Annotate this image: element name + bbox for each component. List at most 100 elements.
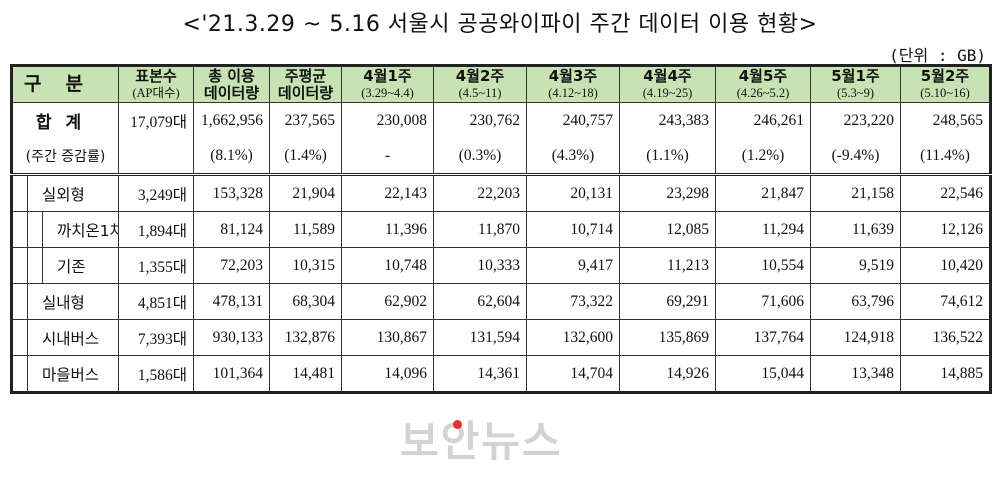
table-row: 시내버스 7,393대 930,133 132,876 130,867 131,594 13… (11, 319, 991, 356)
watermark-dot-icon (453, 420, 462, 429)
table-cell: 10,554 (715, 247, 811, 284)
header-week-apr1: 4월1주 (3.29~4.4) (341, 65, 434, 103)
header-gubun: 구분 (11, 65, 119, 103)
header-total-usage: 총 이용 데이터량 (193, 65, 270, 103)
table-cell: 13,348 (810, 355, 901, 393)
table-cell: 7,393대 (118, 319, 194, 356)
table-cell: - (341, 138, 434, 176)
table-cell: 10,714 (526, 211, 620, 248)
table-cell: 62,902 (341, 283, 434, 320)
table-cell: 11,639 (810, 211, 901, 248)
table-header-row: 구분 표본수 (AP대수) 총 이용 데이터량 주평균 데이터량 4월1주 (3.29~… (11, 65, 991, 103)
table-cell: (1.2%) (715, 138, 811, 176)
table-cell: 11,294 (715, 211, 811, 248)
table-cell: 130,867 (341, 319, 434, 356)
header-week-apr5: 4월5주 (4.26~5.2) (715, 65, 811, 103)
table-cell: 81,124 (193, 211, 270, 248)
table-cell: 23,298 (619, 174, 716, 212)
table-cell: 22,546 (900, 174, 991, 212)
table-cell: 230,008 (341, 102, 434, 138)
table-cell: 11,396 (341, 211, 434, 248)
table-cell: 22,203 (433, 174, 527, 212)
table-cell: 71,606 (715, 283, 811, 320)
header-week-may1: 5월1주 (5.3~9) (810, 65, 901, 103)
unit-label: (단위 : GB) (889, 46, 986, 65)
table-cell: 132,876 (269, 319, 342, 356)
table-cell: 3,249대 (118, 174, 194, 212)
table-cell: 73,322 (526, 283, 620, 320)
table-cell: 10,315 (269, 247, 342, 284)
change-label: (주간 증감률) (11, 138, 119, 176)
table-cell: 1,662,956 (193, 102, 270, 138)
table-cell: 74,612 (900, 283, 991, 320)
table-cell: 223,220 (810, 102, 901, 138)
table-row: 마을버스 1,586대 101,364 14,481 14,096 14,361 14,70… (11, 355, 991, 393)
table-row: 실외형 3,249대 153,328 21,904 22,143 22,203 20,131… (11, 174, 991, 212)
table-cell: 14,926 (619, 355, 716, 393)
table-cell: (1.4%) (269, 138, 342, 176)
table-cell: 14,481 (269, 355, 342, 393)
table-cell: (8.1%) (193, 138, 270, 176)
header-week-may2: 5월2주 (5.10~16) (900, 65, 991, 103)
table-cell: 14,885 (900, 355, 991, 393)
table-cell: 68,304 (269, 283, 342, 320)
total-label: 합계 (11, 102, 119, 138)
table-cell: 21,847 (715, 174, 811, 212)
header-weekly-avg: 주평균 데이터량 (269, 65, 342, 103)
table-cell: 132,600 (526, 319, 620, 356)
row-label: 시내버스 (11, 319, 119, 356)
header-sample: 표본수 (AP대수) (118, 65, 194, 103)
table-cell: 12,126 (900, 211, 991, 248)
data-usage-table: 구분 표본수 (AP대수) 총 이용 데이터량 주평균 데이터량 4월1주 (3.29~… (10, 64, 992, 394)
table-cell: 11,589 (269, 211, 342, 248)
table-cell: 72,203 (193, 247, 270, 284)
table-cell: 10,333 (433, 247, 527, 284)
total-row: 합계 17,079대 1,662,956 237,565 230,008 230… (11, 102, 991, 138)
row-label: 실내형 (11, 283, 119, 320)
table-cell: 62,604 (433, 283, 527, 320)
table-cell: 9,417 (526, 247, 620, 284)
watermark-logo: 보안뉴스 (400, 417, 563, 466)
table-cell: 11,213 (619, 247, 716, 284)
table-cell: 478,131 (193, 283, 270, 320)
row-label: 까치온1차 (11, 211, 119, 248)
table-cell: (4.3%) (526, 138, 620, 176)
table-cell: 63,796 (810, 283, 901, 320)
table-cell: 15,044 (715, 355, 811, 393)
table-cell: 1,586대 (118, 355, 194, 393)
table-cell: 14,361 (433, 355, 527, 393)
table-cell: 240,757 (526, 102, 620, 138)
header-week-apr2: 4월2주 (4.5~11) (433, 65, 527, 103)
table-cell: (-9.4%) (810, 138, 901, 176)
table-cell: 135,869 (619, 319, 716, 356)
table-cell: 101,364 (193, 355, 270, 393)
table-cell: (1.1%) (619, 138, 716, 176)
table-cell: 69,291 (619, 283, 716, 320)
table-cell: 4,851대 (118, 283, 194, 320)
table-row: 실내형 4,851대 478,131 68,304 62,902 62,604 73,322… (11, 283, 991, 320)
table-cell: 237,565 (269, 102, 342, 138)
table-cell: 10,420 (900, 247, 991, 284)
table-cell: 246,261 (715, 102, 811, 138)
table-cell: 136,522 (900, 319, 991, 356)
table-cell: 9,519 (810, 247, 901, 284)
row-label: 기존 (11, 247, 119, 284)
table-cell: 137,764 (715, 319, 811, 356)
header-week-apr3: 4월3주 (4.12~18) (526, 65, 620, 103)
row-label: 마을버스 (11, 355, 119, 393)
table-cell: 17,079대 (118, 102, 194, 138)
table-cell: 124,918 (810, 319, 901, 356)
table-row: 까치온1차 1,894대 81,124 11,589 11,396 11,870 10,71… (11, 211, 991, 248)
table-cell: 230,762 (433, 102, 527, 138)
table-cell: 21,158 (810, 174, 901, 212)
table-cell: 930,133 (193, 319, 270, 356)
table-cell: (11.4%) (900, 138, 991, 176)
table-cell: 131,594 (433, 319, 527, 356)
change-row: (주간 증감률) (8.1%) (1.4%) - (0.3%) (4.3%) (… (11, 138, 991, 176)
table-cell: 153,328 (193, 174, 270, 212)
table-cell: 22,143 (341, 174, 434, 212)
table-cell: 11,870 (433, 211, 527, 248)
table-cell: 243,383 (619, 102, 716, 138)
table-cell: 14,096 (341, 355, 434, 393)
table-cell: 14,704 (526, 355, 620, 393)
